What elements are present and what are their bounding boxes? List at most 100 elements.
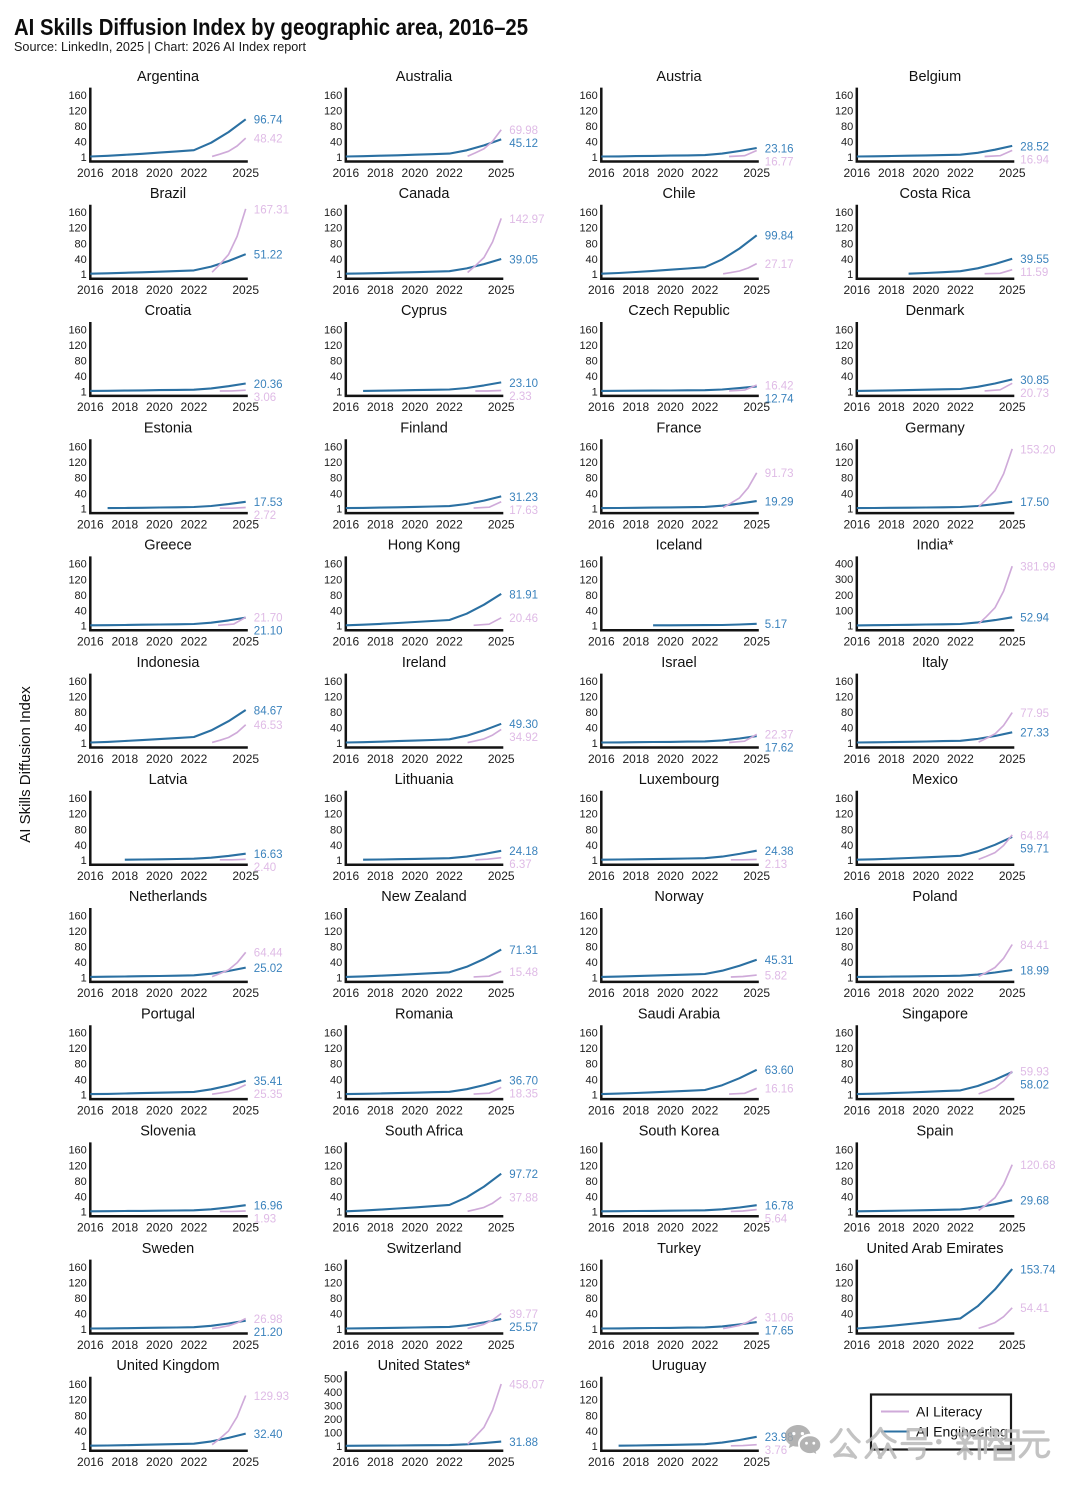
svg-text:2022: 2022: [692, 1221, 719, 1235]
svg-text:Greece: Greece: [144, 538, 192, 554]
svg-text:2018: 2018: [111, 869, 138, 883]
svg-text:2025: 2025: [743, 166, 770, 180]
svg-text:1: 1: [81, 738, 87, 750]
svg-text:2025: 2025: [743, 869, 770, 883]
svg-text:2018: 2018: [111, 1455, 138, 1469]
svg-text:80: 80: [330, 1176, 342, 1188]
svg-text:51.22: 51.22: [254, 250, 283, 262]
svg-text:160: 160: [68, 1028, 86, 1040]
svg-text:1: 1: [81, 504, 87, 516]
svg-text:2025: 2025: [488, 752, 515, 766]
svg-text:80: 80: [586, 707, 598, 719]
svg-text:153.74: 153.74: [1020, 1264, 1056, 1276]
svg-text:54.41: 54.41: [1020, 1303, 1049, 1315]
svg-text:40: 40: [330, 371, 342, 383]
svg-text:80: 80: [586, 590, 598, 602]
svg-text:120: 120: [324, 1043, 342, 1055]
svg-text:160: 160: [324, 1262, 342, 1274]
svg-text:2020: 2020: [146, 752, 173, 766]
svg-text:2020: 2020: [146, 986, 173, 1000]
svg-text:1: 1: [336, 972, 342, 984]
svg-text:Brazil: Brazil: [150, 186, 186, 202]
svg-text:2020: 2020: [402, 1455, 429, 1469]
svg-text:2016: 2016: [843, 400, 870, 414]
svg-text:2018: 2018: [111, 1221, 138, 1235]
svg-text:120: 120: [579, 457, 597, 469]
svg-text:2025: 2025: [743, 635, 770, 649]
svg-text:80: 80: [841, 1293, 853, 1305]
svg-text:1: 1: [592, 621, 598, 633]
svg-text:71.31: 71.31: [509, 945, 538, 957]
svg-text:120: 120: [835, 1278, 853, 1290]
svg-text:2018: 2018: [878, 283, 905, 297]
svg-text:Argentina: Argentina: [137, 69, 200, 85]
svg-text:2022: 2022: [947, 400, 974, 414]
svg-text:2016: 2016: [843, 1338, 870, 1352]
svg-text:300: 300: [835, 574, 853, 586]
svg-text:1: 1: [592, 1324, 598, 1336]
svg-text:2016: 2016: [588, 986, 615, 1000]
svg-text:2025: 2025: [488, 517, 515, 531]
svg-text:40: 40: [75, 1426, 87, 1438]
svg-text:120: 120: [835, 1043, 853, 1055]
svg-text:2020: 2020: [657, 635, 684, 649]
svg-text:2025: 2025: [232, 986, 259, 1000]
svg-text:21.70: 21.70: [254, 613, 283, 625]
svg-text:40: 40: [841, 1309, 853, 1321]
svg-text:96.74: 96.74: [254, 115, 283, 127]
svg-text:2016: 2016: [843, 166, 870, 180]
svg-text:40: 40: [330, 1309, 342, 1321]
svg-text:2018: 2018: [111, 752, 138, 766]
svg-text:2022: 2022: [436, 1221, 463, 1235]
svg-text:160: 160: [68, 207, 86, 219]
svg-text:Portugal: Portugal: [141, 1006, 195, 1022]
svg-text:2022: 2022: [692, 1103, 719, 1117]
svg-text:2016: 2016: [77, 986, 104, 1000]
svg-text:2022: 2022: [181, 1221, 208, 1235]
svg-text:120: 120: [68, 340, 86, 352]
svg-text:40: 40: [841, 723, 853, 735]
svg-text:2020: 2020: [913, 635, 940, 649]
svg-text:40: 40: [330, 1192, 342, 1204]
svg-text:120: 120: [324, 926, 342, 938]
svg-text:2016: 2016: [588, 1103, 615, 1117]
svg-text:Singapore: Singapore: [902, 1006, 968, 1022]
svg-text:40: 40: [586, 723, 598, 735]
svg-text:40: 40: [75, 371, 87, 383]
svg-text:40: 40: [586, 957, 598, 969]
svg-text:80: 80: [586, 1176, 598, 1188]
svg-text:80: 80: [75, 473, 87, 485]
svg-text:2025: 2025: [232, 869, 259, 883]
svg-text:160: 160: [835, 207, 853, 219]
svg-text:40: 40: [586, 1309, 598, 1321]
svg-text:2016: 2016: [332, 283, 359, 297]
svg-text:1: 1: [336, 855, 342, 867]
svg-text:2.13: 2.13: [765, 859, 787, 871]
svg-text:120: 120: [579, 223, 597, 235]
svg-text:2025: 2025: [232, 283, 259, 297]
svg-text:2022: 2022: [692, 166, 719, 180]
svg-text:1: 1: [847, 1324, 853, 1336]
svg-text:458.07: 458.07: [509, 1379, 544, 1391]
svg-text:40: 40: [841, 840, 853, 852]
svg-text:99.84: 99.84: [765, 231, 794, 243]
svg-text:120: 120: [579, 926, 597, 938]
svg-text:40: 40: [75, 606, 87, 618]
svg-text:160: 160: [324, 90, 342, 102]
svg-text:37.88: 37.88: [509, 1192, 538, 1204]
svg-text:2020: 2020: [402, 869, 429, 883]
svg-text:2020: 2020: [657, 1338, 684, 1352]
svg-text:17.65: 17.65: [765, 1325, 794, 1337]
svg-text:2016: 2016: [332, 1103, 359, 1117]
svg-text:Chile: Chile: [662, 186, 695, 202]
svg-text:2022: 2022: [436, 1103, 463, 1117]
svg-text:2018: 2018: [622, 1221, 649, 1235]
svg-text:1: 1: [592, 738, 598, 750]
svg-text:160: 160: [324, 442, 342, 454]
svg-text:2016: 2016: [588, 869, 615, 883]
svg-text:80: 80: [586, 942, 598, 954]
svg-text:39.55: 39.55: [1020, 254, 1049, 266]
svg-text:160: 160: [579, 910, 597, 922]
svg-text:2.33: 2.33: [509, 391, 531, 403]
svg-text:120: 120: [324, 809, 342, 821]
